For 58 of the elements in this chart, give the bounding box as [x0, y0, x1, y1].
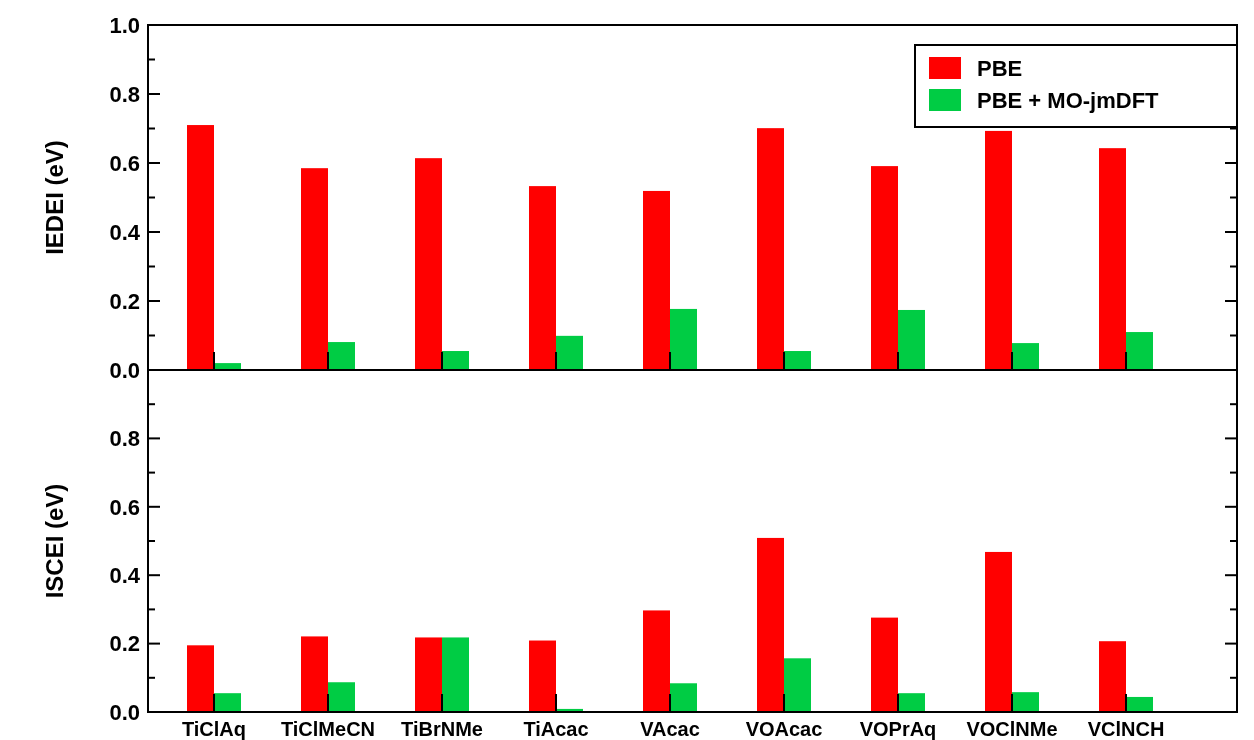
x-tick-label: TiClMeCN	[280, 718, 376, 740]
x-tick-label: TiAcac	[523, 718, 589, 740]
y-tick-label: 0.0	[109, 699, 140, 725]
bar	[301, 168, 328, 370]
bar	[898, 693, 925, 712]
bar	[871, 617, 898, 712]
y-tick-label: 1.0	[109, 12, 140, 38]
bar	[784, 351, 811, 370]
legend-label: PBE	[977, 55, 1023, 81]
bar	[757, 128, 784, 370]
bar	[985, 130, 1012, 370]
y-tick-label: 0.6	[109, 150, 140, 176]
y-tick-label: 0.8	[109, 426, 140, 452]
y-axis-title: ISCEI (eV)	[41, 483, 68, 599]
x-tick-label: VAcac	[640, 718, 700, 740]
x-tick-label: TiBrNMe	[401, 718, 483, 740]
x-tick-label: VOClNMe	[966, 718, 1058, 740]
y-tick-label: 0.8	[109, 81, 140, 107]
bar	[871, 166, 898, 370]
bar	[643, 190, 670, 370]
bar	[442, 637, 469, 712]
x-tick-label: VOAcac	[745, 718, 823, 740]
bar	[187, 645, 214, 712]
x-tick-label: TiClAq	[181, 718, 247, 740]
y-tick-label: 0.4	[109, 219, 141, 245]
bar	[328, 342, 355, 370]
legend-label: PBE + MO-jmDFT	[977, 87, 1160, 113]
bar	[529, 186, 556, 370]
bar	[214, 693, 241, 712]
bar	[643, 610, 670, 712]
bar	[670, 683, 697, 712]
bar	[757, 537, 784, 712]
x-tick-label: VClNCH	[1087, 718, 1165, 740]
bar	[1099, 148, 1126, 370]
bar	[1012, 343, 1039, 370]
y-axis-title: IEDEI (eV)	[41, 140, 68, 255]
bar	[1126, 332, 1153, 370]
bar	[1012, 692, 1039, 712]
bar	[670, 308, 697, 370]
bar	[1099, 641, 1126, 712]
y-tick-label: 0.4	[109, 562, 141, 588]
y-tick-label: 0.0	[109, 357, 140, 383]
bar	[442, 351, 469, 370]
bar	[898, 309, 925, 370]
x-tick-label: VOPrAq	[859, 718, 937, 740]
bar	[1126, 696, 1153, 712]
y-tick-label: 0.6	[109, 494, 140, 520]
y-tick-label: 0.2	[109, 288, 140, 314]
bar	[415, 637, 442, 712]
bar	[529, 640, 556, 712]
bar	[556, 335, 583, 370]
bar	[784, 658, 811, 712]
bar	[187, 125, 214, 370]
bar	[985, 551, 1012, 712]
bar	[328, 682, 355, 712]
y-tick-label: 0.2	[109, 631, 140, 657]
bar	[415, 158, 442, 370]
bar	[301, 636, 328, 712]
